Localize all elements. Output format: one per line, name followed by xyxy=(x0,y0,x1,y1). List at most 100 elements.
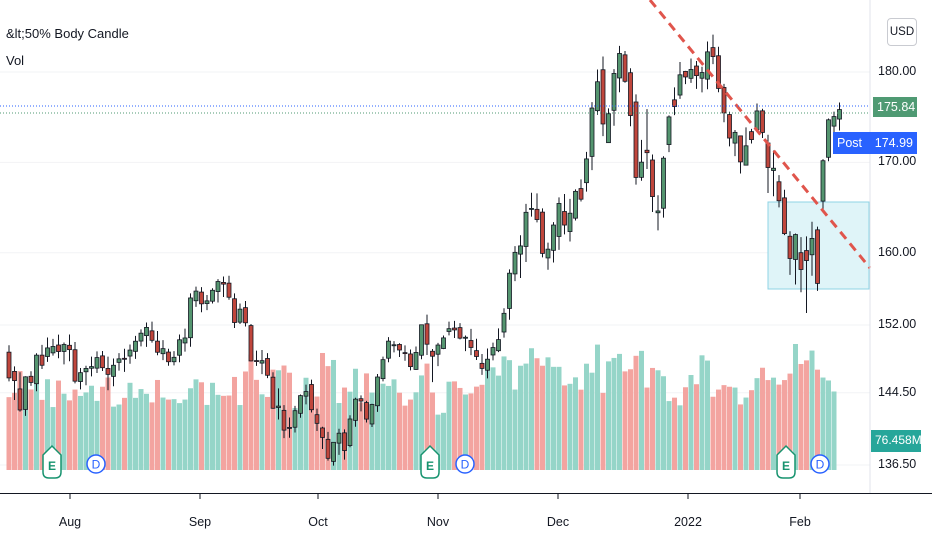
volume-bar xyxy=(254,379,259,470)
trend-line[interactable] xyxy=(648,0,872,269)
volume-bar xyxy=(127,382,133,470)
volume-bar xyxy=(479,384,485,470)
candle xyxy=(232,293,237,329)
candle xyxy=(441,335,446,350)
price-tick-label: 136.50 xyxy=(878,457,917,471)
candle xyxy=(72,342,78,384)
last-price-badge: 175.84 xyxy=(873,97,917,117)
volume-bar xyxy=(606,361,611,470)
volume-bar xyxy=(160,397,166,470)
legend-study[interactable]: &lt;50% Body Candle xyxy=(6,26,129,41)
volume-bar xyxy=(760,367,765,470)
volume-bar xyxy=(413,392,419,470)
volume-bar xyxy=(490,367,496,470)
volume-bar xyxy=(358,402,364,470)
candle xyxy=(369,403,375,428)
earnings-marker[interactable]: E xyxy=(42,444,62,479)
candle xyxy=(419,324,424,360)
candle xyxy=(127,344,133,364)
candle xyxy=(815,226,820,291)
volume-bar xyxy=(314,396,320,470)
date-tick-label: Nov xyxy=(426,515,450,529)
volume-bar xyxy=(149,402,155,470)
earnings-marker[interactable]: E xyxy=(420,444,440,479)
volume-bar xyxy=(633,355,639,470)
dividend-marker[interactable]: D xyxy=(455,454,475,474)
candle xyxy=(424,314,430,355)
volume-bar xyxy=(215,394,221,470)
candle xyxy=(353,397,358,427)
candle xyxy=(782,189,787,236)
volume-bar xyxy=(12,392,17,470)
volume-bar xyxy=(276,370,281,470)
volume-bar xyxy=(485,362,490,470)
candle xyxy=(276,388,281,420)
candle xyxy=(166,348,171,366)
volume-bar xyxy=(463,394,468,470)
date-tick-label: 2022 xyxy=(674,515,702,529)
candle xyxy=(100,350,105,372)
volume-bar xyxy=(446,381,452,470)
dividend-marker[interactable]: D xyxy=(810,454,830,474)
candle xyxy=(6,345,12,382)
volume-bar xyxy=(688,375,694,470)
candle xyxy=(105,356,111,391)
candle xyxy=(661,156,666,218)
price-tick-label: 152.00 xyxy=(878,316,917,331)
volume-bar xyxy=(292,408,298,470)
volume-bar xyxy=(391,379,397,470)
price-tick-label: 180.00 xyxy=(878,64,917,78)
candle xyxy=(655,195,661,231)
volume-bar xyxy=(309,393,314,470)
volume-bar xyxy=(507,360,512,470)
candle xyxy=(595,69,600,115)
volume-bar xyxy=(826,380,831,470)
dividend-marker[interactable]: D xyxy=(86,454,106,474)
volume-bar xyxy=(331,359,336,470)
candle xyxy=(694,60,699,89)
volume-bar xyxy=(424,363,430,470)
legend-volume[interactable]: Vol xyxy=(6,53,25,68)
candle xyxy=(529,192,534,217)
volume-bar xyxy=(188,388,193,470)
volume-bar xyxy=(199,382,204,470)
candle xyxy=(413,346,419,370)
currency-button[interactable]: USD xyxy=(887,18,917,46)
volume-bar xyxy=(61,393,67,470)
candle xyxy=(589,102,595,171)
candle xyxy=(474,338,479,361)
volume-bar xyxy=(325,366,331,470)
volume-bar xyxy=(655,370,661,470)
candle xyxy=(551,222,556,263)
price-tick-label: 144.50 xyxy=(878,384,917,399)
volume-bar xyxy=(523,363,529,470)
post-value: 174.99 xyxy=(874,136,913,150)
candle xyxy=(111,358,116,387)
earnings-marker[interactable]: E xyxy=(776,444,796,479)
volume-bar xyxy=(501,356,507,470)
candle xyxy=(617,45,622,93)
candle xyxy=(182,328,188,352)
volume-bar xyxy=(204,404,210,470)
candle xyxy=(809,221,815,276)
volume-bar xyxy=(397,392,402,470)
candle xyxy=(254,350,259,366)
volume-bar xyxy=(573,377,578,470)
candle xyxy=(78,368,83,390)
volume-bar xyxy=(809,350,815,470)
svg-text:E: E xyxy=(782,459,790,473)
volume-bar xyxy=(232,376,237,470)
candle xyxy=(138,329,144,347)
volume-bar xyxy=(177,403,182,470)
volume-bar xyxy=(265,396,270,470)
candle xyxy=(45,337,50,362)
volume-bar xyxy=(468,393,474,470)
candle xyxy=(556,197,562,250)
candle xyxy=(281,405,287,439)
candle xyxy=(749,128,754,144)
candle xyxy=(270,372,276,409)
candle xyxy=(611,69,617,126)
candle xyxy=(435,342,441,367)
